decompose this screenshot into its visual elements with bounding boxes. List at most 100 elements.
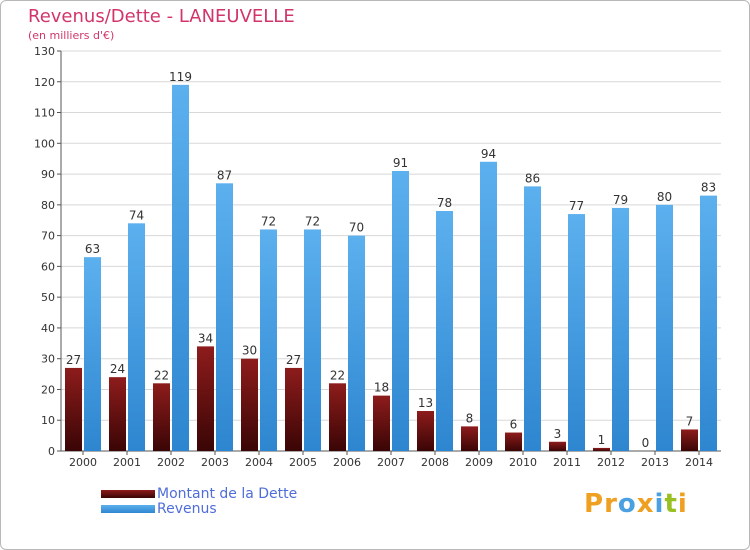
data-label-revenue: 63 (85, 242, 100, 256)
proxiti-logo: Proxiti (584, 489, 688, 519)
data-label-debt: 22 (330, 368, 345, 382)
data-label-revenue: 79 (613, 193, 628, 207)
data-label-revenue: 86 (525, 171, 540, 185)
bar-revenue (84, 257, 101, 451)
data-label-revenue: 72 (261, 214, 276, 228)
x-tick-label: 2008 (421, 456, 449, 469)
bar-revenue (700, 195, 717, 451)
bar-debt (109, 377, 126, 451)
bar-revenue (172, 84, 189, 451)
data-label-revenue: 91 (393, 156, 408, 170)
y-tick-label: 50 (41, 291, 55, 304)
y-tick-label: 30 (41, 353, 55, 366)
chart-title: Revenus/Dette - LANEUVELLE (28, 6, 295, 27)
legend-label-debt: Montant de la Dette (157, 486, 298, 502)
logo-letter: o (617, 489, 637, 519)
y-tick-label: 10 (41, 414, 55, 427)
legend-swatch-debt (101, 490, 155, 498)
logo-letter: r (604, 489, 618, 519)
y-tick-label: 70 (41, 230, 55, 243)
bar-debt (241, 358, 258, 451)
data-label-debt: 8 (466, 411, 474, 425)
y-tick-label: 120 (34, 76, 55, 89)
data-label-revenue: 74 (129, 208, 144, 222)
data-label-revenue: 80 (657, 190, 672, 204)
bar-revenue (436, 211, 453, 451)
bar-revenue (216, 183, 233, 452)
data-label-revenue: 70 (349, 221, 364, 235)
data-label-debt: 3 (554, 427, 562, 441)
bar-debt (417, 411, 434, 451)
data-label-debt: 1 (598, 433, 606, 447)
bar-revenue (260, 229, 277, 451)
data-label-debt: 18 (374, 381, 389, 395)
data-label-revenue: 87 (217, 168, 232, 182)
x-tick-label: 2003 (201, 456, 229, 469)
bar-revenue (392, 171, 409, 451)
bar-debt (197, 346, 214, 451)
y-tick-label: 90 (41, 168, 55, 181)
bar-debt (285, 367, 302, 451)
bar-debt (505, 432, 522, 451)
grid-lines (61, 50, 721, 421)
data-label-revenue: 77 (569, 199, 584, 213)
data-label-debt: 30 (242, 344, 257, 358)
y-tick-label: 110 (34, 107, 55, 120)
data-label-debt: 6 (510, 418, 518, 432)
x-tick-label: 2014 (685, 456, 713, 469)
data-label-debt: 22 (154, 368, 169, 382)
y-tick-label: 100 (34, 137, 55, 150)
bar-debt (373, 395, 390, 451)
y-tick-label: 60 (41, 260, 55, 273)
data-label-revenue: 72 (305, 214, 320, 228)
chart-subtitle: (en milliers d'€) (28, 29, 115, 42)
logo-letter: x (636, 489, 655, 519)
x-tick-label: 2004 (245, 456, 273, 469)
bars (65, 84, 717, 452)
bar-debt (461, 426, 478, 451)
bar-debt (329, 383, 346, 451)
bar-debt (593, 447, 610, 451)
logo-letter: t (664, 489, 678, 519)
x-tick-label: 2010 (509, 456, 537, 469)
x-tick-label: 2009 (465, 456, 493, 469)
bar-debt (65, 367, 82, 451)
bar-revenue (128, 223, 145, 451)
data-labels: 2763247422119348730722772227018911378894… (66, 70, 716, 450)
data-label-debt: 24 (110, 362, 125, 376)
bar-revenue (480, 161, 497, 451)
y-tick-label: 80 (41, 199, 55, 212)
bar-revenue (568, 214, 585, 451)
bar-revenue (348, 235, 365, 451)
x-tick-label: 2006 (333, 456, 361, 469)
data-label-revenue: 78 (437, 196, 452, 210)
x-tick-label: 2001 (113, 456, 141, 469)
legend-swatch-revenue (101, 505, 155, 513)
bar-debt (681, 429, 698, 451)
bar-debt (549, 441, 566, 451)
bar-revenue (612, 207, 629, 451)
logo-letter: i (677, 489, 688, 519)
legend-label-revenue: Revenus (157, 501, 217, 517)
bar-revenue (304, 229, 321, 451)
x-tick-label: 2007 (377, 456, 405, 469)
data-label-debt: 13 (418, 396, 433, 410)
logo-letter: P (584, 489, 605, 519)
x-tick-label: 2002 (157, 456, 185, 469)
data-label-revenue: 83 (701, 181, 716, 195)
data-label-revenue: 119 (169, 70, 192, 84)
y-tick-label: 20 (41, 383, 55, 396)
bar-revenue (656, 204, 673, 451)
y-tick-label: 130 (34, 45, 55, 58)
x-tick-label: 2012 (597, 456, 625, 469)
y-tick-label: 0 (48, 445, 55, 458)
data-label-debt: 27 (66, 353, 81, 367)
bar-revenue (524, 186, 541, 451)
logo-letter: i (654, 489, 665, 519)
x-tick-label: 2011 (553, 456, 581, 469)
data-label-revenue: 94 (481, 147, 496, 161)
data-label-debt: 7 (686, 414, 694, 428)
